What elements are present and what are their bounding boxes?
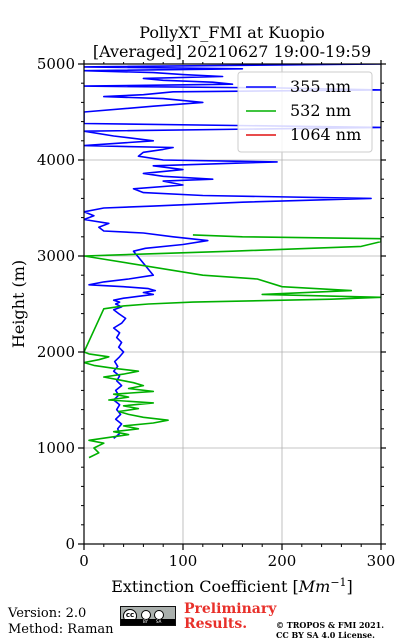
legend-box: [237, 71, 373, 153]
y-tick-label: 0: [65, 535, 75, 553]
x-tick-label: 100: [169, 552, 198, 570]
legend-label: 1064 nm: [290, 125, 361, 144]
chart-title-line2: [Averaged] 20210627 19:00-19:59: [93, 42, 371, 61]
legend-label: 355 nm: [290, 77, 351, 96]
method-text: Method: Raman: [8, 622, 114, 637]
plot-area: [84, 64, 381, 459]
series-line-532-nm: [84, 234, 381, 459]
cc-by-sa-icon: cc BY SA: [120, 606, 176, 626]
license-by-text: BY: [143, 619, 148, 624]
version-text: Version: 2.0: [8, 606, 87, 621]
y-tick-label: 2000: [37, 343, 75, 361]
plot-frame: [83, 63, 382, 545]
chart-title-line1: PollyXT_FMI at Kuopio: [139, 23, 325, 42]
copyright-line2: CC BY SA 4.0 License.: [276, 630, 375, 640]
x-tick-label: 0: [79, 552, 89, 570]
preliminary-notice: Preliminary Results.: [184, 602, 276, 632]
legend: 355 nm 532 nm 1064 nm: [237, 71, 373, 153]
x-tick-label: 300: [367, 552, 396, 570]
legend-label: 532 nm: [290, 101, 351, 120]
copyright-line1: © TROPOS & FMI 2021.: [276, 620, 385, 630]
y-axis-label: Height (m): [9, 260, 28, 348]
license-sa-text: SA: [156, 619, 162, 624]
y-tick-label: 3000: [37, 247, 75, 265]
series-line-355-nm: [84, 64, 381, 440]
copyright-notice: © TROPOS & FMI 2021. CC BY SA 4.0 Licens…: [276, 620, 384, 640]
version-info: Version: 2.0 Method: Raman: [8, 606, 114, 638]
preliminary-line2: Results.: [184, 616, 248, 632]
preliminary-line1: Preliminary: [184, 601, 277, 617]
x-axis-label: Extinction Coefficient [Mm−1]: [111, 576, 353, 596]
y-tick-label: 4000: [37, 151, 75, 169]
license-strip: BY SA: [121, 619, 175, 625]
extinction-chart: PollyXT_FMI at Kuopio [Averaged] 2021062…: [9, 23, 396, 596]
y-tick-label: 1000: [37, 439, 75, 457]
x-tick-label: 200: [268, 552, 297, 570]
y-tick-label: 5000: [37, 55, 75, 73]
